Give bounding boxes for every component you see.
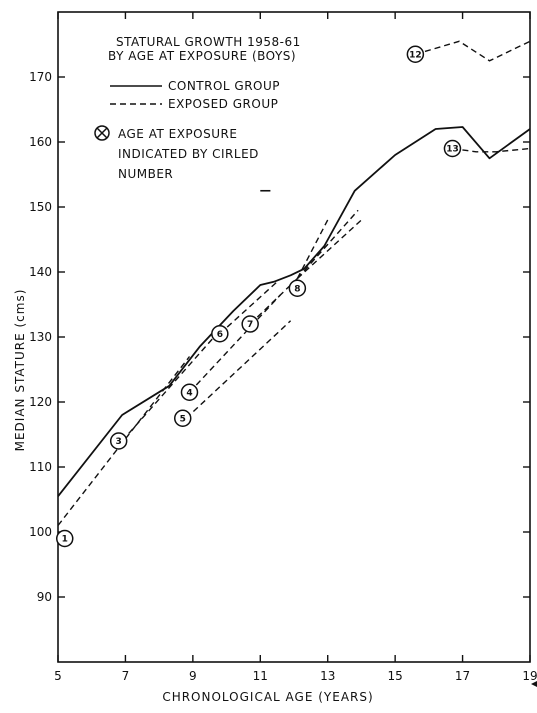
marker-circle-4 bbox=[180, 383, 199, 401]
y-tick-label: 110 bbox=[29, 460, 52, 474]
x-tick-label: 17 bbox=[455, 669, 470, 683]
x-axis-title: CHRONOLOGICAL AGE (YEARS) bbox=[162, 690, 373, 704]
legend-marker-note-line-3: NUMBER bbox=[118, 167, 173, 181]
exposed-group-segment-13-9 bbox=[452, 147, 531, 153]
legend-marker-note-line-2: INDICATED BY CIRLED bbox=[118, 147, 259, 161]
marker-circle-7 bbox=[241, 315, 259, 333]
marker-circle-12 bbox=[406, 45, 425, 63]
legend-marker-note-line-1: AGE AT EXPOSURE bbox=[118, 127, 237, 141]
x-tick-label: 19 bbox=[522, 669, 537, 683]
y-tick-label: 100 bbox=[29, 525, 52, 539]
legend-marker-symbol bbox=[94, 125, 110, 141]
marker-label-6: 6 bbox=[217, 330, 223, 340]
marker-label-12: 12 bbox=[409, 50, 422, 60]
exposed-group-segment-8-6 bbox=[296, 219, 329, 279]
x-tick-label: 11 bbox=[253, 669, 268, 683]
y-tick-label: 120 bbox=[29, 395, 52, 409]
x-tick-label: 15 bbox=[388, 669, 403, 683]
marker-label-7: 7 bbox=[247, 320, 253, 330]
exposed-group-segment-3-1 bbox=[121, 330, 221, 442]
y-tick-label: 160 bbox=[29, 135, 52, 149]
exposed-group-segment-8-7 bbox=[296, 219, 362, 280]
exposed-group-segment-5-3 bbox=[185, 320, 292, 419]
exposed-group-segment-8-8 bbox=[296, 209, 359, 279]
legend-control-label: CONTROL GROUP bbox=[168, 79, 280, 93]
y-tick-label: 140 bbox=[29, 265, 52, 279]
marker-label-1: 1 bbox=[62, 535, 68, 545]
y-tick-label: 130 bbox=[29, 330, 52, 344]
y-tick-label: 170 bbox=[29, 70, 52, 84]
marker-circle-8 bbox=[288, 279, 307, 297]
legend-exposed-label: EXPOSED GROUP bbox=[168, 97, 278, 111]
exposed-group-segment-12-10 bbox=[415, 40, 531, 62]
y-tick-label: 150 bbox=[29, 200, 52, 214]
exposed-group-segment-6-4 bbox=[219, 281, 278, 335]
marker-label-8: 8 bbox=[294, 284, 300, 294]
edge-arrow-icon bbox=[531, 681, 537, 687]
chart-title: STATURAL GROWTH 1958-61 bbox=[116, 35, 301, 49]
chart-subtitle: BY AGE AT EXPOSURE (BOYS) bbox=[108, 49, 296, 63]
x-tick-label: 7 bbox=[122, 669, 130, 683]
marker-circle-5 bbox=[173, 409, 192, 427]
exposed-group-segment-1-0 bbox=[57, 356, 191, 526]
marker-label-5: 5 bbox=[180, 414, 186, 424]
marker-circle-3 bbox=[109, 432, 128, 450]
marker-label-13: 13 bbox=[446, 145, 459, 155]
x-tick-label: 9 bbox=[189, 669, 197, 683]
data-series bbox=[57, 40, 531, 526]
marker-circle-13 bbox=[443, 139, 462, 158]
legend: CONTROL GROUP EXPOSED GROUP AGE AT EXPOS… bbox=[94, 79, 280, 181]
marker-circle-6 bbox=[211, 325, 229, 343]
y-tick-label: 90 bbox=[37, 590, 52, 604]
control-group-line bbox=[57, 126, 531, 497]
x-tick-label: 5 bbox=[54, 669, 62, 683]
x-tick-label: 13 bbox=[320, 669, 335, 683]
exposed-group-segment-4-2 bbox=[188, 294, 282, 393]
marker-label-4: 4 bbox=[186, 388, 192, 398]
y-axis-title: MEDIAN STATURE (cms) bbox=[13, 289, 27, 452]
marker-circle-1 bbox=[55, 529, 74, 548]
marker-label-3: 3 bbox=[116, 437, 122, 447]
